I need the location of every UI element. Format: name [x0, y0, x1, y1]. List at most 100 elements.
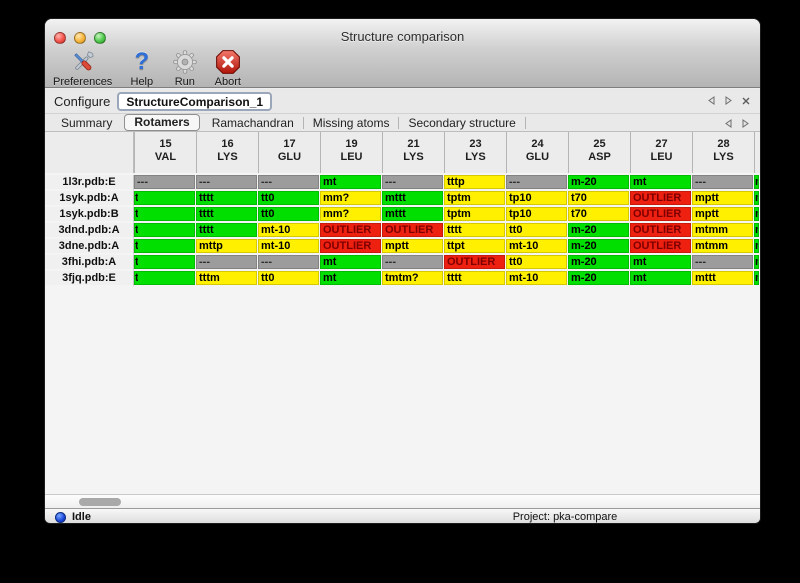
column-header[interactable]: 23 LYS	[444, 132, 506, 173]
tab-ramachandran[interactable]: Ramachandran	[211, 115, 294, 130]
rotamer-cell[interactable]: mptt	[382, 239, 443, 253]
rotamer-cell[interactable]: ---	[692, 255, 753, 269]
rotamer-cell[interactable]: mt	[320, 271, 381, 285]
rotamer-cell[interactable]: OUTLIER	[630, 239, 691, 253]
rotamer-cell[interactable]: ---	[196, 255, 257, 269]
rotamer-cell[interactable]: tmtm?	[382, 271, 443, 285]
column-header[interactable]: 28 LYS	[692, 132, 754, 173]
rotamer-cell[interactable]: tttt	[196, 191, 257, 205]
horizontal-scrollbar[interactable]	[45, 494, 760, 508]
next-configure-icon[interactable]	[723, 95, 734, 106]
rotamer-cell[interactable]: ---	[506, 175, 567, 189]
rotamer-cell[interactable]: tp10	[506, 207, 567, 221]
rotamer-cell[interactable]: OUTLIER	[630, 223, 691, 237]
rotamer-cell[interactable]: mt	[320, 255, 381, 269]
tab-summary[interactable]: Summary	[61, 115, 113, 130]
rotamer-cell[interactable]: t	[134, 223, 195, 237]
rotamer-cell[interactable]: tt0	[258, 271, 319, 285]
rotamer-cell[interactable]: mptt	[692, 207, 753, 221]
prev-configure-icon[interactable]	[706, 95, 717, 106]
column-header[interactable]: 24 GLU	[506, 132, 568, 173]
rotamer-cell[interactable]: tttp	[444, 175, 505, 189]
rotamer-cell[interactable]: mttt	[692, 271, 753, 285]
rotamer-cell[interactable]: mttt	[382, 207, 443, 221]
help-button[interactable]: ? Help	[128, 48, 155, 88]
rotamer-cell[interactable]: tttt	[444, 223, 505, 237]
rotamer-cell[interactable]: OUTLIER	[444, 255, 505, 269]
run-button[interactable]: Run	[171, 48, 198, 88]
rotamer-cell[interactable]: mptt	[692, 191, 753, 205]
rotamer-cell[interactable]: t	[134, 191, 195, 205]
rotamer-cell[interactable]: mm?	[320, 207, 381, 221]
column-header[interactable]: 17 GLU	[258, 132, 320, 173]
rotamer-cell[interactable]: tt0	[506, 255, 567, 269]
rotamer-cell[interactable]: mtmm	[692, 223, 753, 237]
rotamer-cell-partial[interactable]: m	[754, 255, 759, 269]
rotamer-cell[interactable]: tttt	[196, 207, 257, 221]
scrollbar-thumb[interactable]	[79, 498, 121, 506]
zoom-window-button[interactable]	[94, 32, 106, 44]
rotamer-cell[interactable]: m-20	[568, 239, 629, 253]
rotamer-cell[interactable]: ---	[134, 175, 195, 189]
rotamer-cell[interactable]: ---	[692, 175, 753, 189]
rotamer-cell[interactable]: OUTLIER	[320, 239, 381, 253]
rotamer-cell[interactable]: tttt	[196, 223, 257, 237]
tab-missing-atoms[interactable]: Missing atoms	[312, 115, 390, 130]
row-label[interactable]: 3dnd.pdb:A	[45, 223, 134, 239]
rotamer-cell[interactable]: m-20	[568, 271, 629, 285]
column-header[interactable]: 21 LYS	[382, 132, 444, 173]
rotamer-cell[interactable]: OUTLIER	[630, 191, 691, 205]
rotamer-cell[interactable]: mt-10	[506, 271, 567, 285]
column-header[interactable]: 25 ASP	[568, 132, 630, 173]
preferences-button[interactable]: Preferences	[53, 48, 112, 88]
prev-tab-icon[interactable]	[723, 118, 734, 129]
rotamer-cell[interactable]: OUTLIER	[630, 207, 691, 221]
row-label[interactable]: 3dne.pdb:A	[45, 239, 134, 255]
rotamer-cell[interactable]: tttm	[196, 271, 257, 285]
close-window-button[interactable]	[54, 32, 66, 44]
rotamer-cell[interactable]: m-20	[568, 223, 629, 237]
rotamer-cell-partial[interactable]: m	[754, 223, 759, 237]
rotamer-cell[interactable]: ---	[258, 255, 319, 269]
rotamer-cell[interactable]: tptm	[444, 191, 505, 205]
rotamer-cell[interactable]: tt0	[258, 207, 319, 221]
row-label[interactable]: 3fjq.pdb:E	[45, 271, 134, 287]
row-label[interactable]: 1syk.pdb:A	[45, 191, 134, 207]
configure-name-input[interactable]: StructureComparison_1	[117, 91, 273, 111]
rotamer-cell-partial[interactable]: m	[754, 207, 759, 221]
column-header[interactable]: 15 VAL	[134, 132, 196, 173]
rotamer-cell[interactable]: mttt	[382, 191, 443, 205]
rotamer-cell[interactable]: t70	[568, 207, 629, 221]
rotamer-cell[interactable]: t	[134, 239, 195, 253]
rotamer-cell[interactable]: t	[134, 271, 195, 285]
abort-button[interactable]: Abort	[214, 48, 241, 88]
rotamer-cell[interactable]: t	[134, 255, 195, 269]
rotamer-cell[interactable]: ---	[258, 175, 319, 189]
row-label[interactable]: 1l3r.pdb:E	[45, 175, 134, 191]
rotamer-cell[interactable]: t	[134, 207, 195, 221]
tab-secondary-structure[interactable]: Secondary structure	[408, 115, 516, 130]
minimize-window-button[interactable]	[74, 32, 86, 44]
rotamer-cell[interactable]: ---	[382, 175, 443, 189]
rotamer-cell[interactable]: OUTLIER	[382, 223, 443, 237]
rotamer-cell[interactable]: ---	[382, 255, 443, 269]
close-configure-icon[interactable]	[740, 95, 751, 106]
rotamer-cell[interactable]: mtmm	[692, 239, 753, 253]
row-label[interactable]: 3fhi.pdb:A	[45, 255, 134, 271]
tab-rotamers[interactable]: Rotamers	[124, 114, 200, 131]
rotamer-cell[interactable]: mt-10	[258, 239, 319, 253]
rotamer-cell[interactable]: tt0	[506, 223, 567, 237]
column-header[interactable]: 19 LEU	[320, 132, 382, 173]
rotamer-cell-partial[interactable]: m	[754, 191, 759, 205]
rotamer-cell-partial[interactable]: m	[754, 239, 759, 253]
rotamer-cell[interactable]: tp10	[506, 191, 567, 205]
column-header[interactable]: 16 LYS	[196, 132, 258, 173]
rotamer-cell[interactable]: mttp	[196, 239, 257, 253]
rotamer-cell[interactable]: t70	[568, 191, 629, 205]
rotamer-cell[interactable]: mt-10	[506, 239, 567, 253]
rotamer-cell[interactable]: tptm	[444, 207, 505, 221]
rotamer-cell[interactable]: m-20	[568, 255, 629, 269]
rotamer-cell[interactable]: ---	[196, 175, 257, 189]
rotamer-cell[interactable]: mt	[320, 175, 381, 189]
rotamer-cell[interactable]: m-20	[568, 175, 629, 189]
